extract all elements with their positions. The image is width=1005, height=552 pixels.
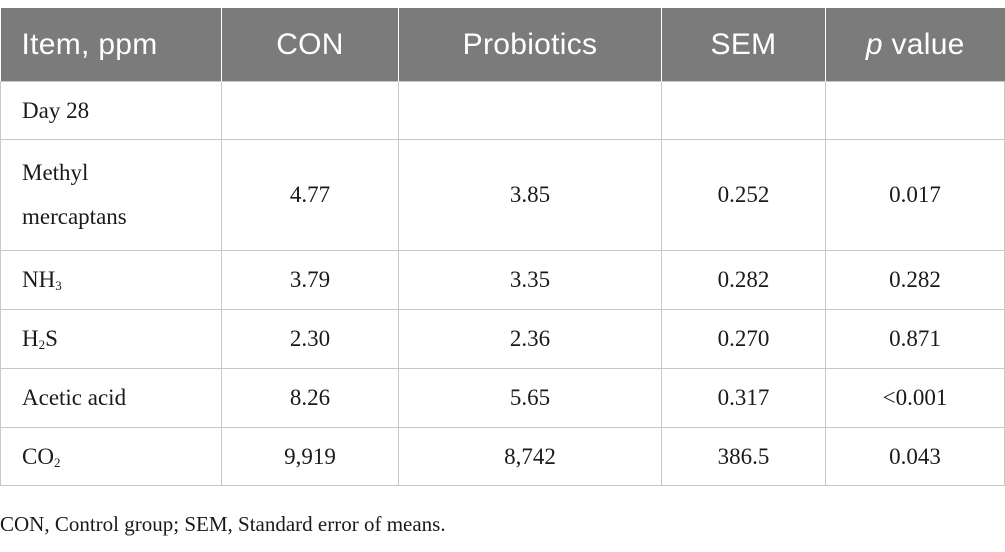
header-p-value: p value (825, 8, 1005, 82)
cell-con: 9,919 (221, 427, 399, 486)
item-subscript: 3 (55, 278, 62, 293)
table-row: NH3 3.79 3.35 0.282 0.282 (0, 250, 1005, 310)
header-p-rest: value (882, 27, 965, 61)
cell-con: 2.30 (221, 309, 399, 369)
header-p-italic: p (865, 27, 883, 61)
cell-sem: 0.252 (661, 139, 826, 251)
table-body: Day 28 Methyl mercaptans 4.77 3.85 0.252… (0, 81, 1005, 486)
table-cell-empty (398, 81, 662, 140)
item-tail: S (45, 326, 58, 351)
item-base: NH (22, 267, 56, 292)
row-item-methyl-mercaptans: Methyl mercaptans (0, 139, 222, 251)
table-footnote: CON, Control group; SEM, Standard error … (0, 512, 446, 536)
header-item: Item, ppm (0, 8, 222, 82)
cell-probiotics: 3.35 (398, 250, 662, 310)
cell-con: 8.26 (221, 368, 399, 428)
cell-sem: 0.282 (661, 250, 826, 310)
header-con: CON (221, 8, 399, 82)
row-item-nh3: NH3 (0, 250, 222, 310)
cell-con: 3.79 (221, 250, 399, 310)
header-row: Item, ppm CON Probiotics SEM p value (0, 8, 1005, 82)
row-item-line1: Methyl (22, 160, 89, 185)
table-cell-empty (661, 81, 826, 140)
table-row: CO2 9,919 8,742 386.5 0.043 (0, 427, 1005, 486)
item-subscript: 2 (38, 337, 46, 352)
day-label: Day 28 (0, 81, 222, 140)
row-item-co2: CO2 (0, 427, 222, 486)
cell-p-value: <0.001 (825, 368, 1005, 428)
cell-probiotics: 8,742 (398, 427, 662, 486)
table-row-day: Day 28 (0, 81, 1005, 140)
cell-sem: 0.270 (661, 309, 826, 369)
item-subscript: 2 (53, 454, 61, 470)
cell-probiotics: 3.85 (398, 139, 662, 251)
row-item-h2s: H2S (0, 309, 222, 369)
cell-p-value: 0.282 (825, 250, 1005, 310)
cell-probiotics: 2.36 (398, 309, 662, 369)
row-item-line2: mercaptans (22, 204, 127, 229)
cell-sem: 386.5 (661, 427, 826, 486)
cell-p-value: 0.871 (825, 309, 1005, 369)
item-base: H (22, 326, 39, 351)
data-table-container: Item, ppm CON Probiotics SEM p value Day… (0, 8, 1005, 486)
item-base: CO (22, 443, 54, 469)
odor-emission-table: Item, ppm CON Probiotics SEM p value Day… (0, 8, 1005, 486)
table-header: Item, ppm CON Probiotics SEM p value (0, 8, 1005, 82)
table-row: Acetic acid 8.26 5.65 0.317 <0.001 (0, 368, 1005, 428)
cell-sem: 0.317 (661, 368, 826, 428)
row-item-acetic-acid: Acetic acid (0, 368, 222, 428)
table-cell-empty (221, 81, 399, 140)
table-row: Methyl mercaptans 4.77 3.85 0.252 0.017 (0, 139, 1005, 251)
cell-probiotics: 5.65 (398, 368, 662, 428)
table-row: H2S 2.30 2.36 0.270 0.871 (0, 309, 1005, 369)
header-probiotics: Probiotics (398, 8, 662, 82)
cell-p-value: 0.017 (825, 139, 1005, 251)
table-cell-empty (825, 81, 1005, 140)
cell-p-value: 0.043 (825, 427, 1005, 486)
cell-con: 4.77 (221, 139, 399, 251)
header-sem: SEM (661, 8, 826, 82)
